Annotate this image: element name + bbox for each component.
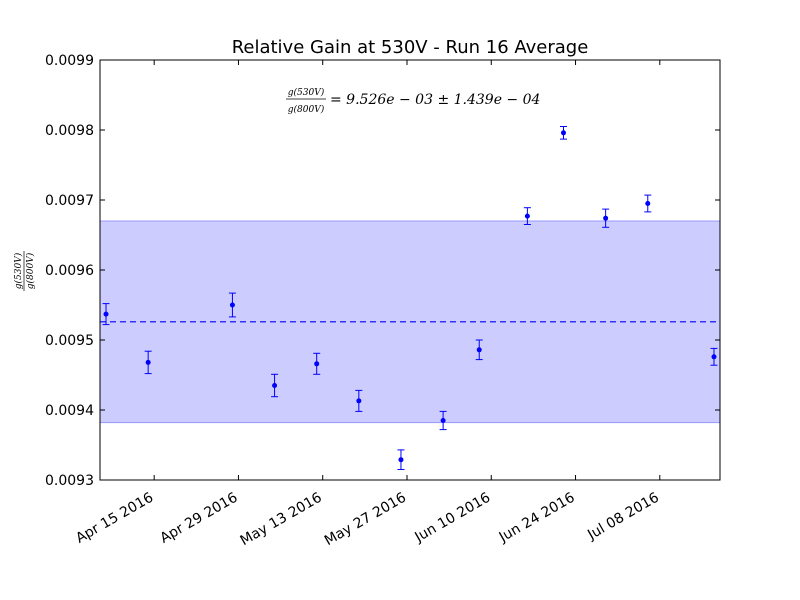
annotation-denominator: g(800V) <box>288 104 325 115</box>
data-point-2 <box>228 292 236 318</box>
point-marker <box>524 213 530 219</box>
point-marker <box>103 311 109 317</box>
data-point-13 <box>710 347 718 366</box>
annotation-numerator: g(530V) <box>288 87 325 98</box>
y-axis-label: g(530V) g(800V) <box>13 251 36 291</box>
x-tick-label: Jun 24 2016 <box>496 490 578 547</box>
data-point-8 <box>475 339 483 361</box>
point-marker <box>398 457 404 463</box>
x-tick-label: Jun 10 2016 <box>411 490 493 547</box>
y-axis-label-denominator: g(800V) <box>25 252 36 289</box>
data-point-5 <box>355 389 363 412</box>
chart-title: Relative Gain at 530V - Run 16 Average <box>232 37 589 58</box>
y-tick-label: 0.0099 <box>45 53 94 69</box>
y-axis: 0.0093 0.0094 0.0095 0.0096 0.0097 0.0098 0.00… <box>45 53 720 489</box>
data-point-12 <box>644 194 652 213</box>
y-axis-label-numerator: g(530V) <box>13 252 24 289</box>
y-tick-label: 0.0096 <box>45 263 94 279</box>
data-point-4 <box>313 352 321 375</box>
point-marker <box>560 130 566 136</box>
point-marker <box>314 361 320 367</box>
x-tick-label: Apr 29 2016 <box>157 490 240 547</box>
point-marker <box>711 354 717 360</box>
x-tick-label: May 27 2016 <box>322 490 409 550</box>
y-tick-label: 0.0094 <box>45 403 94 419</box>
data-point-9 <box>523 207 531 225</box>
y-tick-label: 0.0097 <box>45 193 94 209</box>
y-tick-label: 0.0095 <box>45 333 94 349</box>
x-tick-label: Jul 08 2016 <box>584 490 662 544</box>
point-marker <box>145 359 151 365</box>
data-point-10 <box>559 126 567 140</box>
annotation: g(530V) g(800V) = 9.526e − 03 ± 1.439e −… <box>286 87 540 115</box>
annotation-expression: = 9.526e − 03 ± 1.439e − 04 <box>330 92 540 108</box>
data-point-1 <box>144 350 152 375</box>
data-point-7 <box>439 410 447 431</box>
points-layer <box>102 126 718 470</box>
x-tick-label: Apr 15 2016 <box>73 490 156 547</box>
data-point-3 <box>271 373 279 398</box>
point-marker <box>603 215 609 221</box>
data-point-6 <box>397 449 405 470</box>
point-marker <box>356 398 362 404</box>
data-point-11 <box>602 208 610 228</box>
y-tick-label: 0.0098 <box>45 123 94 139</box>
y-tick-label: 0.0093 <box>45 473 94 489</box>
point-marker <box>440 418 446 423</box>
x-tick-label: May 13 2016 <box>238 490 325 550</box>
point-marker <box>476 347 482 353</box>
point-marker <box>272 383 278 388</box>
point-marker <box>645 201 651 206</box>
data-point-0 <box>102 303 110 326</box>
point-marker <box>229 302 235 308</box>
